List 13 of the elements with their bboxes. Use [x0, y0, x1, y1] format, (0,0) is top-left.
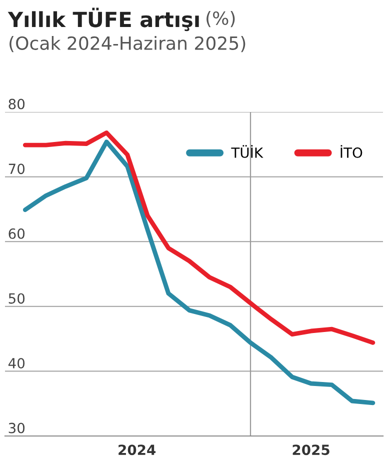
y-tick-label: 50 — [8, 293, 25, 304]
y-tick-label: 30 — [8, 422, 25, 434]
y-axis-title: (%) — [206, 11, 235, 28]
y-tick-label: 70 — [8, 164, 25, 174]
y-tick-label: 40 — [8, 358, 25, 369]
y-tick-label: 80 — [8, 98, 25, 110]
chart-title: Yıllık TÜFE artışı — [8, 8, 199, 32]
x-tick-label: 2024 — [118, 444, 156, 456]
legend-label: İTO — [340, 145, 362, 158]
legend-label: TÜİK — [231, 145, 264, 158]
y-tick-label: 60 — [8, 228, 25, 239]
chart-subtitle: (Ocak 2024-Haziran 2025) — [10, 36, 246, 52]
x-tick-label: 2025 — [292, 444, 330, 456]
